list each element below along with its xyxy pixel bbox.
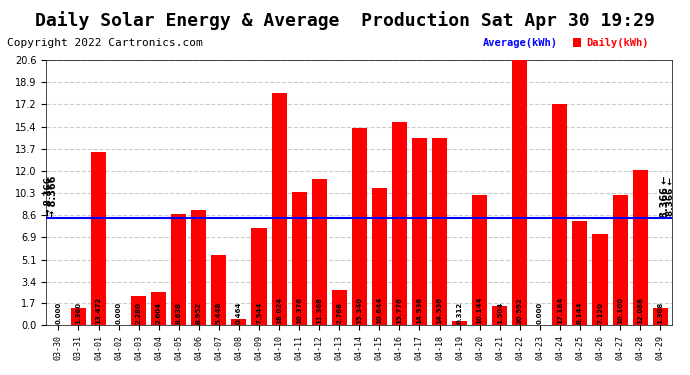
Text: Daily(kWh): Daily(kWh) [586, 38, 649, 48]
Text: 20.592: 20.592 [517, 297, 523, 324]
Bar [633, 170, 648, 325]
Text: 1.504: 1.504 [497, 302, 503, 324]
Bar [492, 306, 507, 325]
Text: Daily Solar Energy & Average  Production Sat Apr 30 19:29: Daily Solar Energy & Average Production … [35, 11, 655, 30]
Bar [251, 228, 266, 325]
Text: 11.368: 11.368 [316, 297, 322, 324]
Text: 0.000: 0.000 [55, 302, 61, 324]
Bar [372, 188, 387, 325]
Bar [91, 152, 106, 325]
Bar [292, 192, 306, 325]
Text: Copyright 2022 Cartronics.com: Copyright 2022 Cartronics.com [7, 38, 203, 48]
Bar [211, 255, 226, 325]
Text: 15.776: 15.776 [396, 297, 402, 324]
Text: 14.536: 14.536 [437, 297, 442, 324]
Bar [191, 210, 206, 325]
Text: 8.638: 8.638 [176, 302, 181, 324]
Bar [432, 138, 447, 325]
Bar [231, 319, 246, 325]
Bar [653, 309, 668, 325]
Bar [472, 195, 487, 325]
Text: 8.144: 8.144 [577, 302, 583, 324]
Bar [512, 60, 527, 325]
Text: 2.280: 2.280 [136, 302, 141, 324]
Text: 18.024: 18.024 [276, 297, 282, 324]
Text: Average(kWh): Average(kWh) [483, 38, 558, 48]
Bar [71, 308, 86, 325]
Text: 2.768: 2.768 [336, 302, 342, 324]
Text: 15.340: 15.340 [356, 297, 362, 324]
Text: 0.464: 0.464 [236, 302, 242, 324]
Bar [151, 292, 166, 325]
Bar [412, 138, 427, 325]
Text: 10.376: 10.376 [296, 297, 302, 324]
Bar [452, 321, 467, 325]
Text: 10.100: 10.100 [617, 297, 623, 324]
Text: 12.088: 12.088 [637, 297, 643, 324]
Text: 2.604: 2.604 [156, 302, 161, 324]
Text: 10.644: 10.644 [376, 297, 382, 324]
Bar [392, 122, 407, 325]
Text: → 8.366: → 8.366 [48, 175, 59, 217]
Text: 13.472: 13.472 [95, 297, 101, 324]
Text: 1.308: 1.308 [657, 302, 663, 324]
Bar [171, 214, 186, 325]
Text: 0.000: 0.000 [537, 302, 543, 324]
Bar [272, 93, 286, 325]
Bar [131, 296, 146, 325]
Bar [573, 220, 587, 325]
Text: → 8.366: → 8.366 [44, 177, 53, 216]
Text: 14.536: 14.536 [417, 297, 422, 324]
Bar [613, 195, 628, 325]
Text: 8.366 ←: 8.366 ← [666, 177, 675, 216]
Bar [593, 234, 607, 325]
Bar [553, 104, 567, 325]
Text: 10.144: 10.144 [477, 297, 482, 324]
Text: 8.366 ←: 8.366 ← [660, 175, 670, 217]
Bar [312, 179, 326, 325]
Text: 5.448: 5.448 [216, 302, 222, 324]
Text: 0.312: 0.312 [457, 302, 462, 324]
Text: 7.544: 7.544 [256, 302, 262, 324]
Text: 8.952: 8.952 [196, 302, 201, 324]
Text: 0.000: 0.000 [115, 302, 121, 324]
Bar [332, 290, 347, 325]
Text: 7.120: 7.120 [597, 302, 603, 324]
Bar [352, 128, 367, 325]
Text: 1.360: 1.360 [75, 302, 81, 324]
Text: 17.184: 17.184 [557, 297, 563, 324]
